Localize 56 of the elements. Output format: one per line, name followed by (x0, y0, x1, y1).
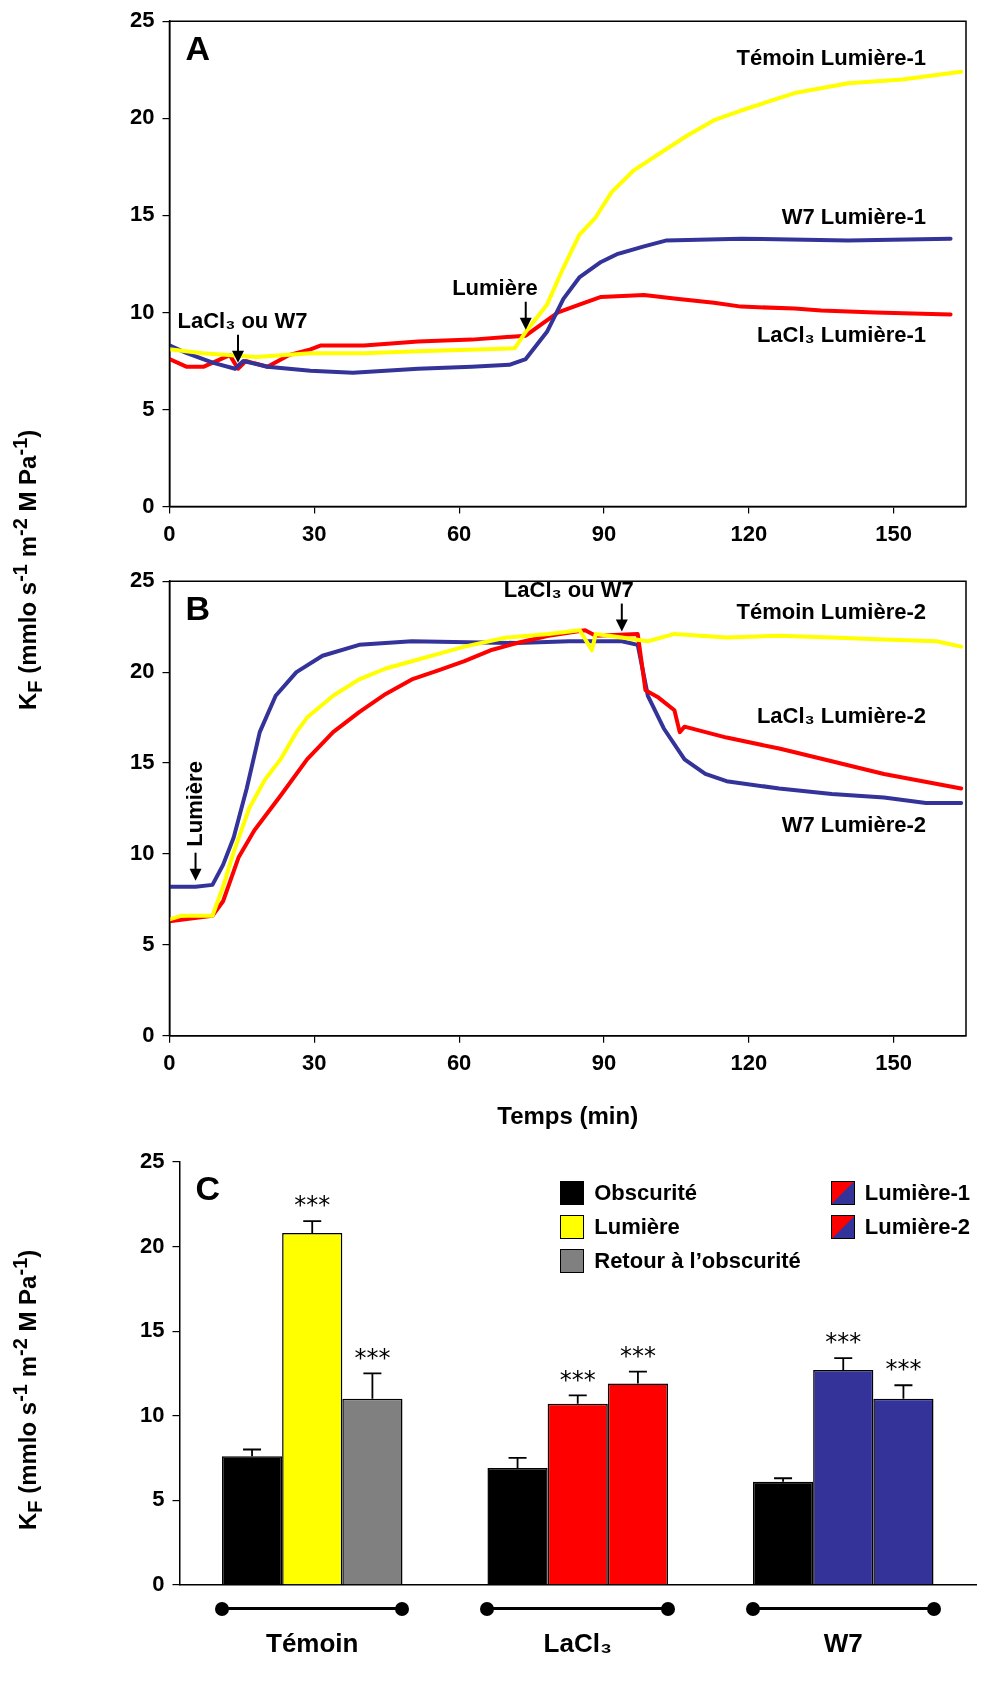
series-label: Témoin Lumière-2 (736, 599, 926, 624)
legend-label: Lumière (594, 1214, 680, 1240)
series-label: LaCl₃ Lumière-2 (756, 702, 926, 728)
x-axis-title: Temps (min) (497, 1102, 639, 1130)
x-tick-label: 60 (446, 1050, 472, 1076)
y-tick-label: 25 (129, 7, 155, 33)
data-label: *** (825, 1328, 862, 1357)
data-label: *** (619, 1341, 656, 1370)
y-tick-label: 15 (139, 1317, 165, 1343)
x-tick-label: 90 (591, 1050, 617, 1076)
data-label: *** (354, 1343, 391, 1372)
data-label: *** (559, 1365, 596, 1394)
data-label: *** (885, 1355, 922, 1384)
y-tick-label: 5 (142, 930, 155, 956)
annotation: Lumière (181, 761, 207, 847)
legend-label: Obscurité (594, 1180, 697, 1206)
x-tick-label: 30 (302, 1050, 327, 1076)
legend-label: Lumière-2 (864, 1214, 970, 1240)
x-tick-label: 150 (875, 1050, 912, 1076)
x-tick-label: 120 (730, 520, 768, 546)
series-label: W7 Lumière-1 (781, 203, 926, 229)
y-tick-label: 15 (129, 201, 155, 227)
y-tick-label: 5 (142, 395, 155, 421)
y-tick-label: 10 (129, 298, 155, 324)
x-tick-label: W7 (823, 1627, 863, 1658)
y-tick-label: 15 (129, 749, 155, 775)
series-label: W7 Lumière-2 (781, 812, 926, 838)
annotation: LaCl₃ ou W7 (177, 307, 308, 333)
x-tick-label: 60 (446, 520, 472, 546)
chart-title: B (185, 588, 211, 627)
x-tick-label: 90 (591, 520, 617, 546)
y-tick-label: 0 (142, 492, 155, 518)
y-tick-label: 5 (152, 1486, 165, 1512)
x-tick-label: 120 (730, 1050, 768, 1076)
x-tick-label: Témoin (266, 1627, 359, 1658)
y-tick-label: 25 (129, 567, 155, 593)
x-tick-label: 150 (875, 520, 912, 546)
y-tick-label: 10 (139, 1401, 165, 1427)
annotation: Lumière (452, 274, 538, 300)
x-tick-label: 30 (302, 520, 327, 546)
x-tick-label: LaCl₃ (543, 1627, 612, 1658)
y-tick-label: 25 (139, 1148, 165, 1174)
chart-title: C (195, 1169, 221, 1208)
legend-label: Retour à l’obscurité (594, 1248, 801, 1274)
y-tick-label: 0 (152, 1570, 165, 1596)
chart-title: A (185, 28, 211, 67)
y-tick-label: 20 (139, 1232, 165, 1258)
legend-label: Lumière-1 (864, 1180, 970, 1206)
y-tick-label: 0 (142, 1021, 155, 1047)
y-tick-label: 20 (129, 658, 155, 684)
series-label: Témoin Lumière-1 (736, 44, 926, 70)
y-tick-label: 10 (129, 840, 155, 866)
data-label: *** (294, 1191, 331, 1220)
y-tick-label: 20 (129, 104, 155, 130)
annotation: LaCl₃ ou W7 (503, 576, 634, 602)
series-label: LaCl₃ Lumière-1 (756, 321, 926, 347)
